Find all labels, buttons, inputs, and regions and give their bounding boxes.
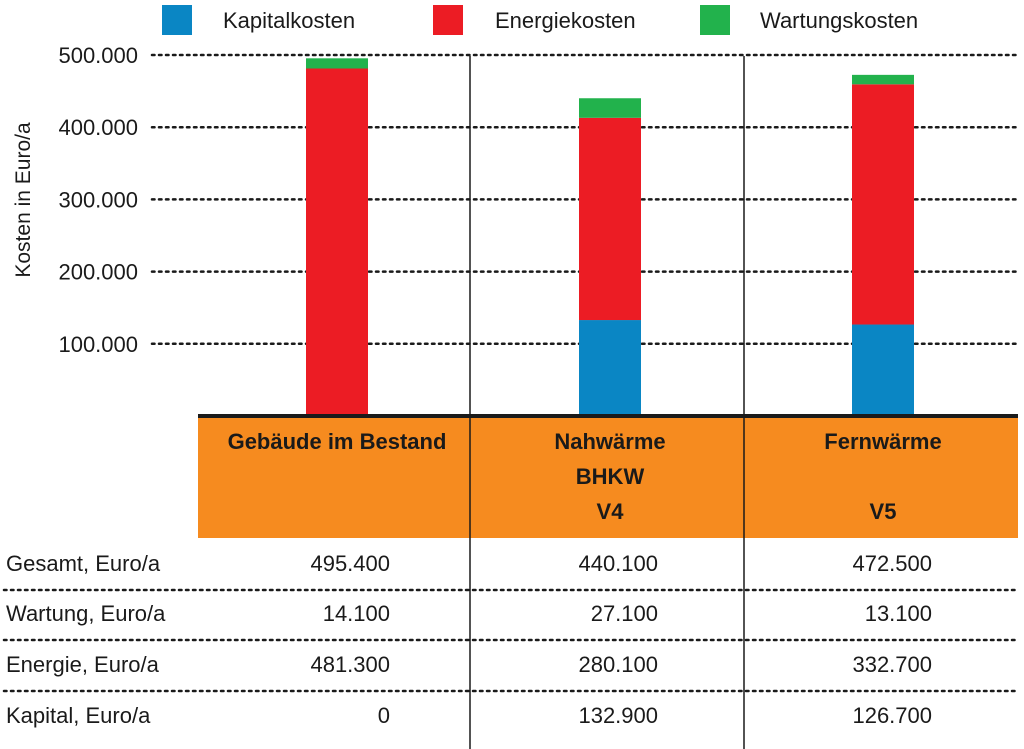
legend-swatch-energiekosten <box>433 5 463 35</box>
row-label-gesamt-euro-a: Gesamt, Euro/a <box>6 551 161 576</box>
category-label-2-3: V4 <box>597 499 625 524</box>
table-cell-1-2: 440.100 <box>578 551 658 576</box>
legend: Kapitalkosten Energiekosten Wartungskosten <box>162 5 918 35</box>
bar-kapitalkosten-3 <box>852 324 914 416</box>
category-label-3-3: V5 <box>870 499 897 524</box>
legend-swatch-kapitalkosten <box>162 5 192 35</box>
legend-label-wartungskosten: Wartungskosten <box>760 8 918 33</box>
legend-label-kapitalkosten: Kapitalkosten <box>223 8 355 33</box>
table-cell-3-3: 332.700 <box>852 652 932 677</box>
bar-wartungskosten-2 <box>579 98 641 118</box>
category-label-3-1: Fernwärme <box>824 429 941 454</box>
category-header: Gebäude im Bestand Nahwärme BHKW V4 Fernwärm… <box>198 414 1018 538</box>
y-tick-label-5: 500.000 <box>58 43 138 68</box>
bar-wartungskosten-3 <box>852 74 914 85</box>
category-label-2-2: BHKW <box>576 464 645 489</box>
row-label-wartung-euro-a: Wartung, Euro/a <box>6 601 166 626</box>
table-cell-1-3: 472.500 <box>852 551 932 576</box>
category-label-2-1: Nahwärme <box>554 429 665 454</box>
y-axis-label: Kosten in Euro/a <box>12 122 35 278</box>
y-tick-label-1: 100.000 <box>58 332 138 357</box>
data-table: Gesamt, Euro/a 495.400 440.100 472.500 Wartu… <box>2 551 1020 728</box>
bar-kapitalkosten-2 <box>579 320 641 416</box>
table-cell-3-1: 481.300 <box>310 652 390 677</box>
row-label-energie-euro-a: Energie, Euro/a <box>6 652 160 677</box>
category-label-1-1: Gebäude im Bestand <box>228 429 447 454</box>
y-tick-label-4: 400.000 <box>58 115 138 140</box>
table-cell-2-2: 27.100 <box>591 601 658 626</box>
category-header-band <box>198 416 1018 538</box>
legend-label-energiekosten: Energiekosten <box>495 8 636 33</box>
bar-energiekosten-3 <box>852 84 914 325</box>
column-dividers <box>469 56 745 749</box>
legend-swatch-wartungskosten <box>700 5 730 35</box>
y-tick-label-2: 200.000 <box>58 260 138 285</box>
table-cell-4-2: 132.900 <box>578 703 658 728</box>
table-cell-3-2: 280.100 <box>578 652 658 677</box>
table-cell-4-1: 0 <box>378 703 390 728</box>
table-cell-4-3: 126.700 <box>852 703 932 728</box>
bar-wartungskosten-1 <box>306 58 368 69</box>
y-axis-ticks: 100.000 200.000 300.000 400.000 500.000 <box>58 43 138 357</box>
table-cell-2-3: 13.100 <box>865 601 932 626</box>
table-cell-1-1: 495.400 <box>310 551 390 576</box>
table-cell-2-1: 14.100 <box>323 601 390 626</box>
row-label-kapital-euro-a: Kapital, Euro/a <box>6 703 151 728</box>
bar-energiekosten-1 <box>306 68 368 416</box>
y-tick-label-3: 300.000 <box>58 187 138 212</box>
bars <box>306 58 914 416</box>
bar-energiekosten-2 <box>579 117 641 321</box>
